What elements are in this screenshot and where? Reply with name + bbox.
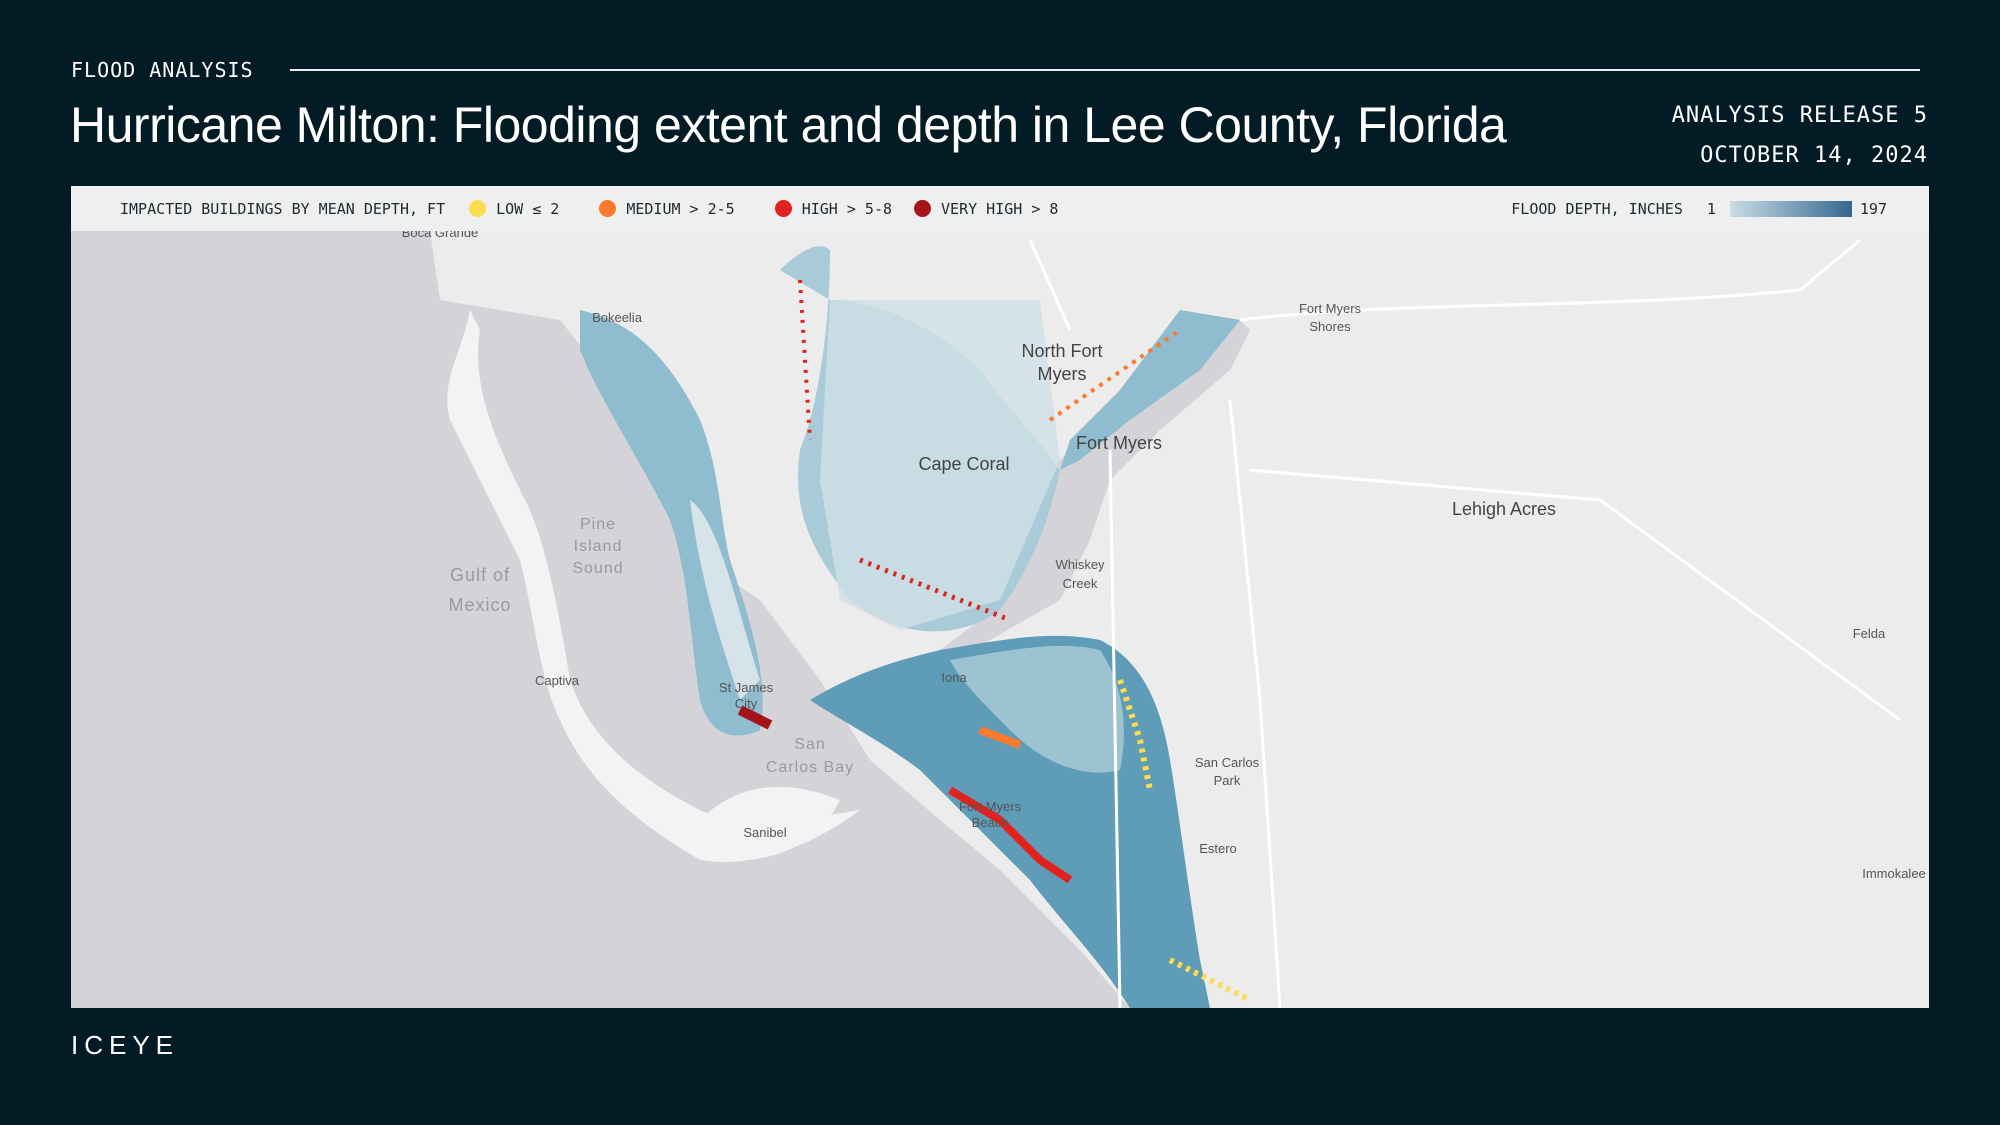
- map-legend: IMPACTED BUILDINGS BY MEAN DEPTH, FT LOW…: [71, 186, 1929, 231]
- label-st-james-city-2: City: [735, 696, 758, 711]
- legend-dot-very-high: [914, 200, 932, 217]
- depth-legend: FLOOD DEPTH, INCHES 1 197: [1511, 186, 1887, 231]
- roads: [1028, 238, 1901, 1008]
- label-san-carlos-bay-2: Carlos Bay: [766, 759, 854, 776]
- label-san-carlos-park-2: Park: [1214, 773, 1241, 788]
- label-fort-myers: Fort Myers: [1076, 433, 1162, 453]
- river: [880, 320, 1250, 700]
- pine-island-dry: [690, 500, 760, 700]
- legend-label: VERY HIGH > 8: [941, 199, 1059, 218]
- legend-dot-high: [774, 200, 792, 217]
- label-fort-myers-shores: Fort Myers: [1299, 301, 1362, 316]
- release-number: ANALYSIS RELEASE 5: [1671, 103, 1928, 128]
- page-title: Hurricane Milton: Flooding extent and de…: [70, 97, 1507, 153]
- label-fort-myers-beach-2: Beach: [972, 815, 1009, 830]
- label-iona: Iona: [941, 670, 967, 685]
- release-date: OCTOBER 14, 2024: [1700, 143, 1928, 168]
- label-fort-myers-shores-2: Shores: [1309, 319, 1351, 334]
- legend-very-high: VERY HIGH > 8: [914, 200, 1058, 218]
- depth-min: 1: [1706, 199, 1716, 218]
- label-gulf-of-mexico: Gulf of: [450, 565, 510, 585]
- iceye-logo: ICEYE: [71, 1030, 180, 1060]
- buildings-legend-title: IMPACTED BUILDINGS BY MEAN DEPTH, FT: [120, 199, 446, 218]
- label-felda: Felda: [1853, 626, 1886, 641]
- legend-label: MEDIUM > 2-5: [626, 199, 735, 218]
- label-pine-island-sound-3: Sound: [572, 560, 623, 577]
- cape-coral-urban: [820, 300, 1060, 630]
- place-labels: Boca Grande Bokeelia North Fort Myers Fo…: [402, 231, 1926, 881]
- flood-map[interactable]: IMPACTED BUILDINGS BY MEAN DEPTH, FT LOW…: [71, 186, 1929, 1008]
- legend-low: LOW ≤ 2: [469, 200, 559, 218]
- legend-label: LOW ≤ 2: [496, 199, 560, 218]
- label-san-carlos-park: San Carlos: [1195, 755, 1260, 770]
- map-canvas[interactable]: Boca Grande Bokeelia North Fort Myers Fo…: [71, 231, 1929, 1008]
- legend-dot-medium: [599, 200, 617, 217]
- label-immokalee: Immokalee: [1862, 866, 1926, 881]
- iona-flood: [950, 645, 1124, 773]
- depth-legend-title: FLOOD DEPTH, INCHES: [1511, 199, 1683, 218]
- gulf-water: [71, 231, 1130, 1008]
- label-lehigh-acres: Lehigh Acres: [1452, 499, 1556, 519]
- riverbank-flood: [1060, 310, 1240, 470]
- label-north-fort-myers: North Fort: [1021, 341, 1102, 361]
- label-pine-island-sound: Pine: [580, 516, 616, 533]
- header-divider: [290, 69, 1920, 71]
- label-gulf-of-mexico-2: Mexico: [448, 595, 511, 615]
- label-bokeelia: Bokeelia: [592, 310, 643, 325]
- release-info: ANALYSIS RELEASE 5 OCTOBER 14, 2024: [1672, 96, 1928, 176]
- depth-max: 197: [1859, 199, 1887, 218]
- barrier-islands: [447, 310, 860, 862]
- label-san-carlos-bay: San: [794, 736, 825, 753]
- label-captiva: Captiva: [535, 673, 580, 688]
- sanibel-island: [700, 786, 840, 860]
- legend-label: HIGH > 5-8: [801, 199, 893, 218]
- impacted-buildings: [737, 279, 1252, 1003]
- pine-island-flood: [580, 310, 763, 736]
- label-whiskey-creek: Whiskey: [1055, 557, 1105, 572]
- label-cape-coral: Cape Coral: [918, 454, 1009, 474]
- label-pine-island-sound-2: Island: [574, 538, 623, 555]
- label-estero: Estero: [1199, 841, 1237, 856]
- label-whiskey-creek-2: Creek: [1063, 576, 1098, 591]
- legend-high: HIGH > 5-8: [774, 199, 893, 218]
- legend-dot-low: [469, 200, 487, 217]
- label-sanibel: Sanibel: [743, 825, 786, 840]
- depth-color-ramp: [1729, 200, 1852, 217]
- label-st-james-city: St James: [719, 680, 774, 695]
- legend-medium: MEDIUM > 2-5: [599, 199, 735, 218]
- label-north-fort-myers-2: Myers: [1038, 364, 1087, 384]
- section-kicker: FLOOD ANALYSIS: [71, 58, 254, 82]
- label-boca-grande: Boca Grande: [402, 231, 479, 240]
- label-fort-myers-beach: Fort Myers: [959, 799, 1022, 814]
